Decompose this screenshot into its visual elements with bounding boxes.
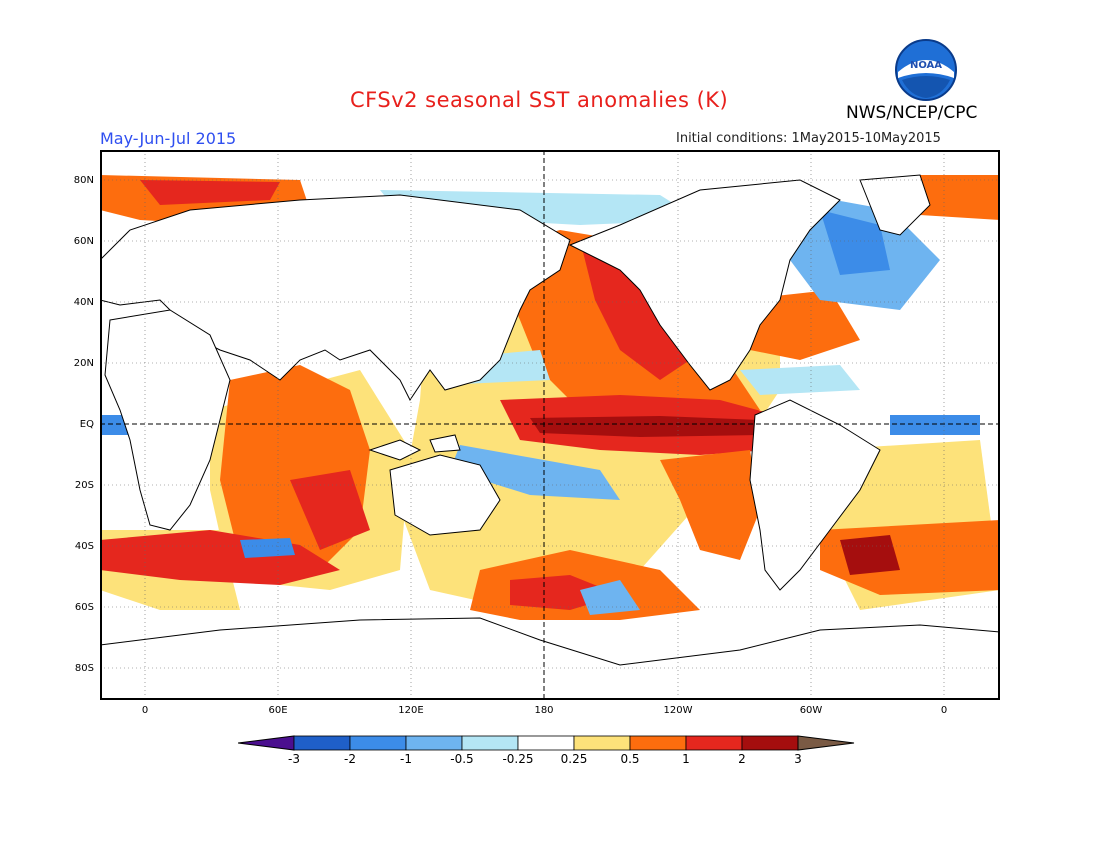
noaa-logo: NOAA [894,38,958,102]
colorbar-tick-label: -3 [288,752,300,766]
colorbar-bin [349,735,407,751]
colorbar-arrow-low [238,735,295,751]
lat-tick-label: 80S [74,663,94,674]
lat-tick-label: 60N [73,236,94,247]
colorbar-bin [517,735,575,751]
lon-tick-label: 120W [663,705,693,716]
lat-tick-label: 40N [73,297,94,308]
colorbar-bin [405,735,463,751]
lon-tick-label: 120E [398,705,424,716]
colorbar-tick-label: -1 [400,752,412,766]
lon-tick-label: 0 [141,705,149,716]
colorbar-bin [573,735,631,751]
chart-title: CFSv2 seasonal SST anomalies (K) [350,88,729,112]
lat-tick-label: EQ [79,419,94,430]
equator-dateline [100,150,1000,700]
lon-tick-label: 0 [940,705,948,716]
colorbar-tick-label: -0.25 [502,752,534,766]
land-masses [100,174,1000,700]
colorbar-tick-label: -0.5 [450,752,474,766]
colorbar-bin [293,735,351,751]
initial-conditions-label: Initial conditions: 1May2015-10May2015 [676,131,941,146]
colorbar-tick-label: 3 [794,752,802,766]
colorbar [238,735,855,751]
colorbar-bin [629,735,687,751]
colorbar-tick-label: 2 [738,752,746,766]
logo-text: NOAA [910,60,942,71]
lat-tick-label: 40S [74,541,94,552]
lat-tick-label: 20N [73,358,94,369]
colorbar-arrow-high [797,735,855,751]
lat-tick-label: 20S [74,480,94,491]
lat-tick-label: 60S [74,602,94,613]
colorbar-tick-label: 0.25 [560,752,588,766]
lon-tick-label: 180 [534,705,554,716]
sst-anomaly-map [100,150,1000,700]
season-label: May-Jun-Jul 2015 [100,129,237,148]
agency-label: NWS/NCEP/CPC [846,103,978,123]
colorbar-bin [461,735,519,751]
colorbar-bin [685,735,743,751]
colorbar-bin [741,735,799,751]
colorbar-tick-label: -2 [344,752,356,766]
lon-tick-label: 60E [268,705,288,716]
colorbar-tick-label: 0.5 [620,752,640,766]
lon-tick-label: 60W [799,705,823,716]
lat-tick-label: 80N [73,175,94,186]
colorbar-tick-label: 1 [682,752,690,766]
